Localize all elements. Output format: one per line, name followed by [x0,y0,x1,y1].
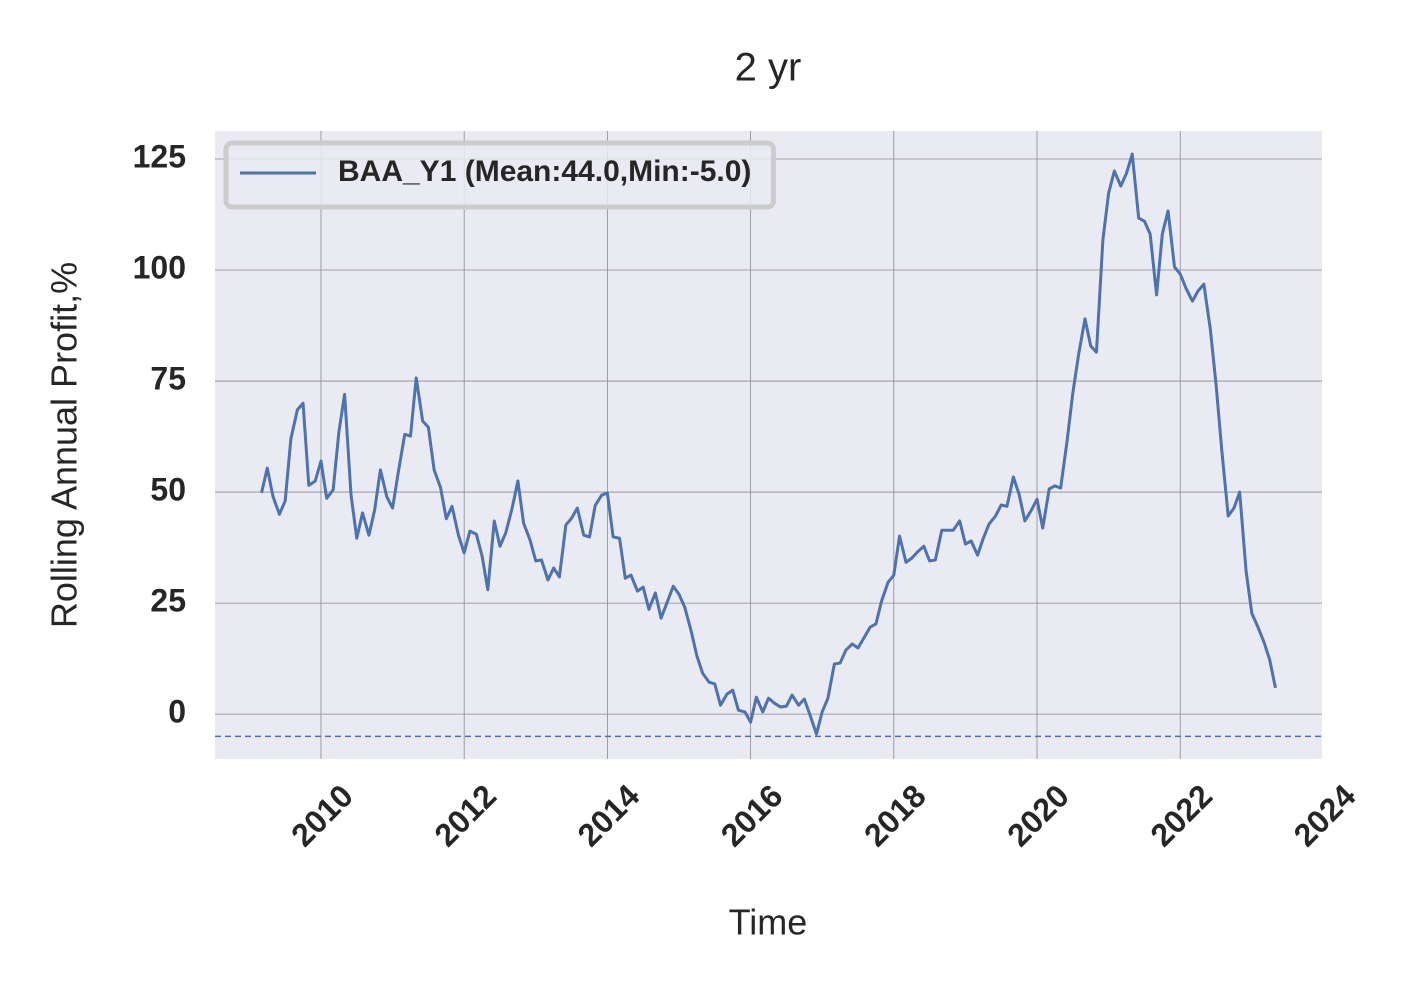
x-axis-label: Time [729,902,808,943]
y-tick-label: 100 [133,249,186,285]
y-tick-label: 75 [150,360,186,396]
x-tick-label: 2024 [1287,777,1363,853]
x-tick-label: 2020 [1000,777,1076,853]
data-line [260,152,1277,736]
plot-area [215,131,1322,759]
x-tick-label: 2018 [857,777,933,853]
legend: BAA_Y1 (Mean:44.0,Min:-5.0) [223,140,776,210]
y-tick-label: 50 [150,472,186,508]
x-tick-label: 2022 [1143,777,1219,853]
y-tick-label: 125 [133,138,186,174]
x-tick-label: 2012 [427,777,503,853]
x-tick-label: 2016 [714,777,790,853]
x-tick-label: 2010 [284,777,360,853]
legend-label: BAA_Y1 (Mean:44.0,Min:-5.0) [338,155,751,188]
chart-title: 2 yr [735,46,802,90]
x-tick-label: 2014 [571,777,647,853]
y-tick-label: 0 [168,694,186,730]
y-axis-label: Rolling Annual Profit,% [44,262,85,628]
legend-box [223,140,776,210]
y-tick-label: 25 [150,583,186,619]
